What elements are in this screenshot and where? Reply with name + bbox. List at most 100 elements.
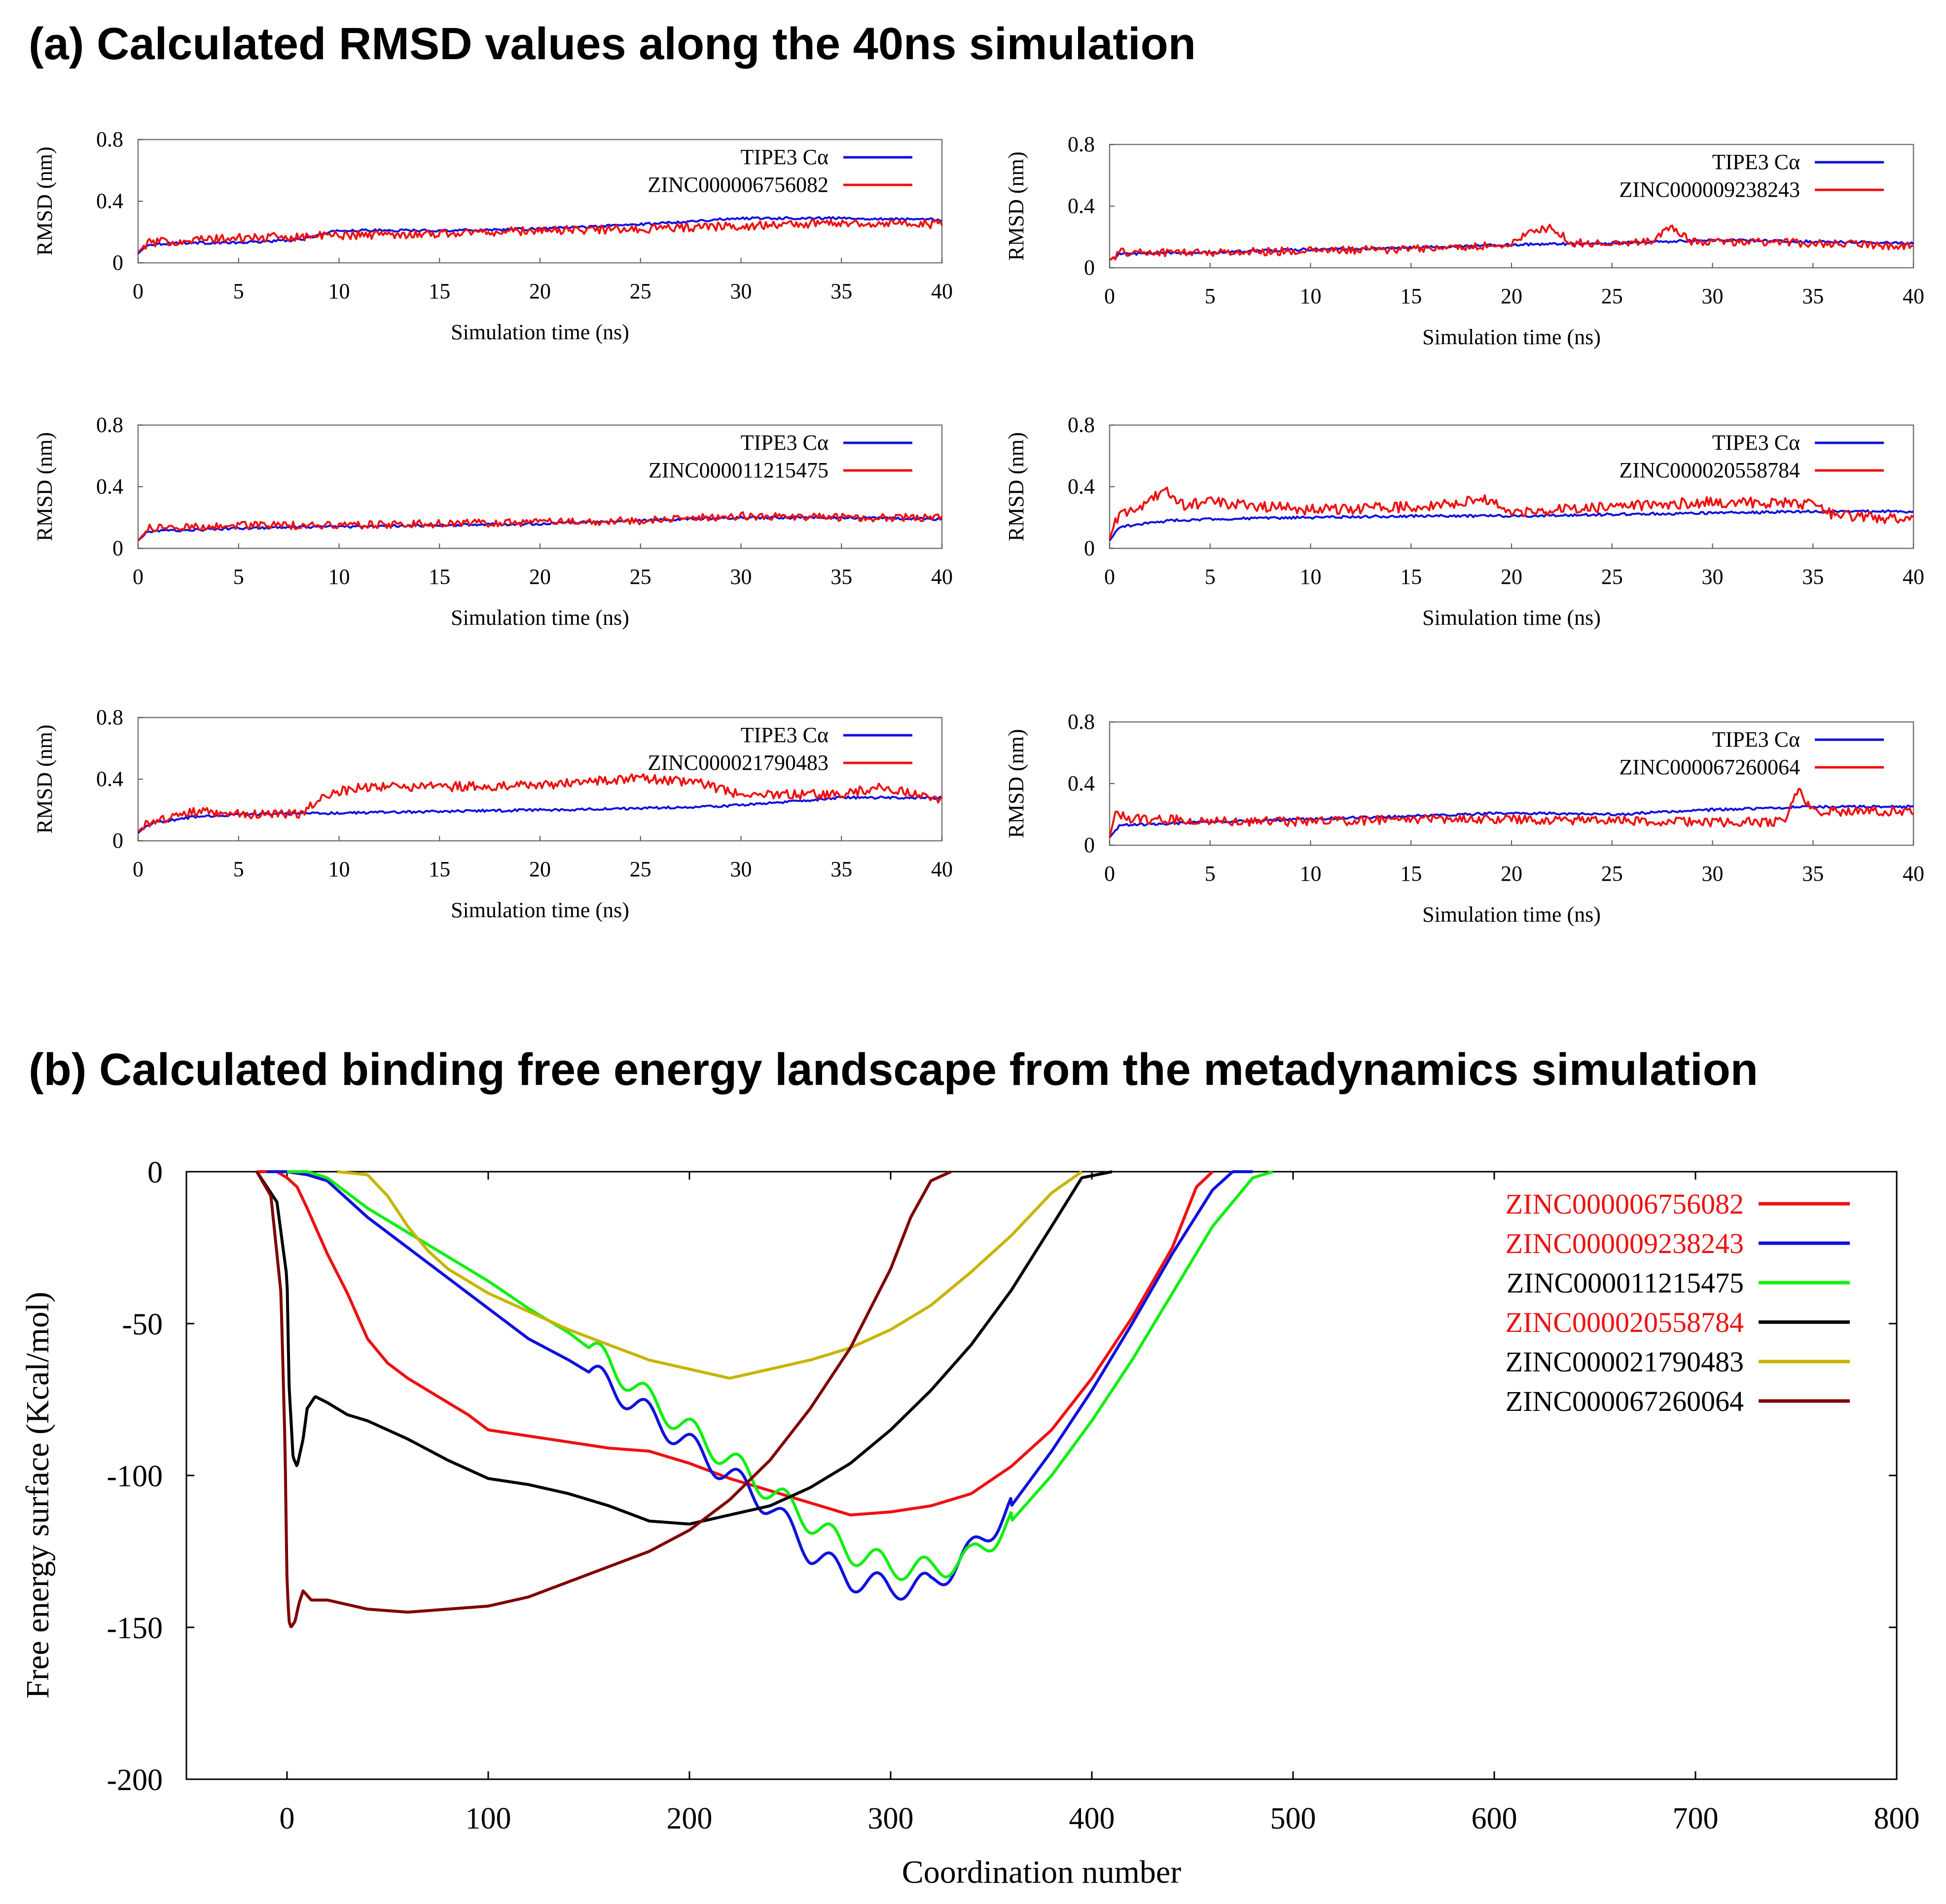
- y-tick-label: 0.8: [1068, 710, 1095, 734]
- y-tick-label: 0: [112, 251, 123, 275]
- panel-a-title: (a) Calculated RMSD values along the 40n…: [29, 19, 1196, 69]
- x-tick-label: 20: [1501, 565, 1522, 589]
- x-tick-label: 30: [1702, 862, 1724, 886]
- y-tick-label: 0.4: [96, 767, 123, 791]
- x-tick-label: 600: [1472, 1802, 1517, 1835]
- x-tick-label: 40: [1903, 284, 1924, 308]
- series-line: [287, 1170, 1274, 1581]
- legend-label: TIPE3 Cα: [1712, 727, 1800, 752]
- charts: 0 5 10 15 20 25 30 35 40 0 0.4 0.8 Simulation time (…: [20, 127, 1924, 1890]
- x-tick-label: 0: [133, 565, 144, 589]
- x-tick-label: 35: [830, 279, 852, 303]
- rmsd-plot-1: 0 5 10 15 20 25 30 35 40 0 0.4 0.8 Simulation time (…: [33, 127, 953, 344]
- x-tick-label: 30: [730, 565, 752, 589]
- x-tick-label: 10: [1300, 284, 1322, 308]
- series-line: [1109, 238, 1914, 261]
- x-tick-label: 15: [429, 279, 450, 303]
- y-tick-label: 0.8: [1068, 132, 1095, 156]
- series-line: [255, 1170, 1113, 1526]
- y-tick-label: 0.4: [1068, 194, 1095, 218]
- free-energy-plot: 0 100 200 300 400 500 600 700 800 -200 -150 -100 -50…: [20, 1156, 1920, 1890]
- y-tick-label: 0.4: [1068, 771, 1095, 795]
- x-tick-label: 25: [630, 857, 651, 881]
- series-line: [255, 1170, 952, 1628]
- x-tick-label: 25: [1601, 565, 1623, 589]
- legend-label: ZINC000009238243: [1619, 178, 1800, 202]
- legend-label: ZINC000006756082: [648, 173, 829, 197]
- y-tick-label: 0: [112, 536, 123, 560]
- x-axis-label: Simulation time (ns): [451, 606, 629, 630]
- legend-label: ZINC000020558784: [1619, 458, 1800, 482]
- series-line: [137, 218, 943, 253]
- x-tick-label: 35: [1802, 284, 1824, 308]
- rmsd-plot-4: 0 5 10 15 20 25 30 35 40 0 0.4 0.8 Simulation time (…: [1004, 413, 1924, 630]
- legend-label: TIPE3 Cα: [741, 723, 829, 747]
- panel-b-title: (b) Calculated binding free energy lands…: [29, 1044, 1758, 1095]
- x-axis-label: Simulation time (ns): [1422, 902, 1601, 927]
- x-tick-label: 25: [630, 565, 651, 589]
- rmsd-plot-3: 0 5 10 15 20 25 30 35 40 0 0.4 0.8 Simulation time (…: [33, 413, 953, 630]
- legend-label: ZINC000011215475: [649, 458, 829, 482]
- x-tick-label: 5: [233, 565, 244, 589]
- y-tick-label: 0.4: [96, 474, 123, 499]
- x-tick-label: 100: [466, 1802, 511, 1835]
- x-tick-label: 0: [133, 279, 144, 303]
- x-tick-label: 800: [1874, 1802, 1920, 1835]
- x-tick-label: 40: [931, 857, 953, 881]
- x-tick-label: 0: [133, 857, 144, 881]
- x-tick-label: 40: [1903, 862, 1924, 886]
- x-axis-label: Simulation time (ns): [451, 320, 629, 344]
- x-tick-label: 10: [1300, 565, 1322, 589]
- rmsd-plot-5: 0 5 10 15 20 25 30 35 40 0 0.4 0.8 Simulation time (…: [33, 705, 953, 922]
- y-axis-label: RMSD (nm): [33, 432, 57, 541]
- x-tick-label: 40: [931, 565, 953, 589]
- rmsd-plot-2: 0 5 10 15 20 25 30 35 40 0 0.4 0.8 Simulation time (…: [1004, 132, 1924, 349]
- x-tick-label: 700: [1673, 1802, 1719, 1835]
- x-axis-label: Coordination number: [902, 1854, 1181, 1890]
- x-tick-label: 20: [529, 857, 551, 881]
- x-axis-label: Simulation time (ns): [1422, 606, 1601, 630]
- x-tick-label: 35: [1802, 565, 1824, 589]
- y-tick-label: 0: [1084, 536, 1095, 560]
- x-tick-label: 10: [328, 279, 350, 303]
- x-tick-label: 15: [429, 857, 450, 881]
- y-axis-label: Free energy surface (Kcal/mol): [20, 1292, 56, 1698]
- series-line: [336, 1170, 1083, 1380]
- x-tick-label: 10: [328, 565, 350, 589]
- legend-label: ZINC000006756082: [1506, 1188, 1744, 1220]
- series-line: [1109, 788, 1914, 838]
- x-tick-label: 15: [1400, 565, 1422, 589]
- legend-label: ZINC000011215475: [1507, 1267, 1744, 1299]
- series-line: [137, 795, 942, 834]
- series-line: [256, 1170, 1214, 1517]
- x-tick-label: 5: [1205, 284, 1216, 308]
- x-axis-label: Simulation time (ns): [451, 898, 629, 922]
- x-tick-label: 35: [830, 565, 852, 589]
- x-tick-label: 35: [1802, 862, 1824, 886]
- y-axis-label: RMSD (nm): [33, 724, 57, 833]
- y-tick-label: 0.8: [1068, 413, 1095, 437]
- x-tick-label: 15: [1400, 862, 1422, 886]
- x-tick-label: 0: [280, 1802, 295, 1835]
- x-tick-label: 200: [667, 1802, 713, 1835]
- y-tick-label: -100: [107, 1460, 163, 1493]
- y-axis-label: RMSD (nm): [1004, 151, 1028, 260]
- x-tick-label: 25: [630, 279, 651, 303]
- legend-label: ZINC000021790483: [1506, 1346, 1744, 1378]
- x-tick-label: 25: [1601, 862, 1623, 886]
- y-tick-label: 0: [1084, 255, 1095, 280]
- x-tick-label: 300: [868, 1802, 914, 1835]
- legend-label: TIPE3 Cα: [1712, 431, 1800, 455]
- rmsd-plot-6: 0 5 10 15 20 25 30 35 40 0 0.4 0.8 Simulation time (…: [1004, 710, 1924, 927]
- legend-label: TIPE3 Cα: [741, 431, 829, 455]
- y-tick-label: 0: [112, 828, 123, 853]
- x-tick-label: 30: [1702, 284, 1724, 308]
- legend-label: ZINC000021790483: [648, 751, 829, 775]
- x-tick-label: 40: [1903, 565, 1924, 589]
- x-tick-label: 0: [1104, 284, 1115, 308]
- y-tick-label: -150: [107, 1612, 163, 1645]
- y-tick-label: 0.8: [96, 413, 123, 437]
- y-axis-label: RMSD (nm): [33, 146, 57, 255]
- x-tick-label: 20: [529, 565, 551, 589]
- x-tick-label: 500: [1270, 1802, 1316, 1835]
